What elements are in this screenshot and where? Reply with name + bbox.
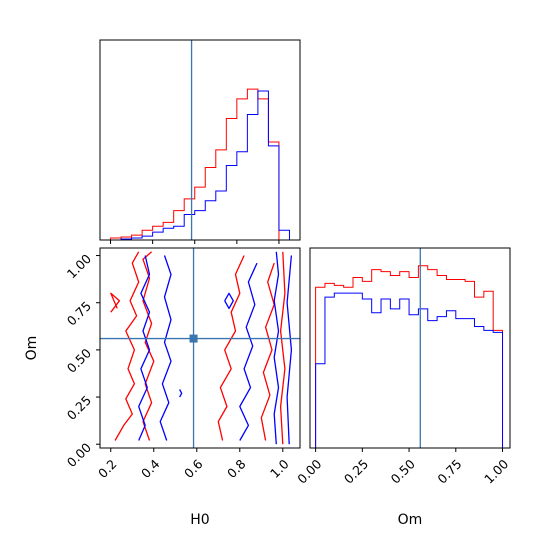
contour-blue: [159, 255, 172, 441]
contour-blue: [239, 262, 258, 441]
x-axis-label-om: Om: [398, 512, 423, 528]
h0-marginal-panel: [99, 39, 301, 244]
contour-red: [110, 292, 121, 313]
contour-blue: [224, 292, 234, 310]
x-axis-label-h0: H0: [190, 512, 209, 528]
h0-om-contour-panel: 0.2 0.4 0.6 0.8 1.0 0.00 0.25 0.50 0.75 1.00 H0 Om: [24, 247, 301, 528]
x-tick-label: 0.75: [434, 456, 464, 486]
histogram-series-red: [315, 265, 504, 448]
y-tick-label: 1.00: [64, 251, 94, 281]
y-tick-label: 0.75: [64, 298, 94, 328]
x-tick-label: 1.00: [481, 456, 511, 486]
contour-red: [260, 262, 275, 441]
contour-red: [142, 251, 155, 441]
y-tick-label: 0.25: [64, 393, 94, 423]
contour-frame: [99, 247, 301, 449]
x-tick-label: 0.2: [95, 456, 120, 481]
histogram-series-blue: [315, 292, 504, 448]
x-tick-label: 0.8: [224, 456, 249, 481]
om-marginal-frame: [309, 247, 511, 449]
contour-red: [114, 251, 140, 441]
contour-red: [217, 255, 245, 441]
contour-red: [279, 251, 286, 445]
contour-blue: [179, 389, 183, 398]
y-tick-label: 0.00: [64, 440, 94, 470]
x-tick-label: 0.6: [181, 456, 206, 481]
histogram-series-blue: [110, 90, 290, 241]
x-tick-label: 0.4: [138, 456, 163, 481]
contour-blue: [286, 255, 293, 445]
x-tick-label: 1.0: [267, 456, 292, 481]
y-axis-label-om: Om: [24, 336, 40, 361]
x-tick-label: 0.25: [341, 456, 371, 486]
contour-blue: [273, 251, 280, 445]
h0-marginal-frame: [99, 39, 301, 241]
om-marginal-panel: 0.00 0.25 0.50 0.75 1.00 Om: [294, 247, 511, 528]
x-tick-label: 0.50: [388, 456, 418, 486]
x-tick-label: 0.00: [294, 456, 324, 486]
truth-marker: [189, 334, 198, 343]
y-tick-label: 0.50: [64, 345, 94, 375]
contour-group: [110, 251, 293, 445]
contour-blue: [138, 255, 151, 441]
histogram-series-red: [110, 88, 290, 241]
